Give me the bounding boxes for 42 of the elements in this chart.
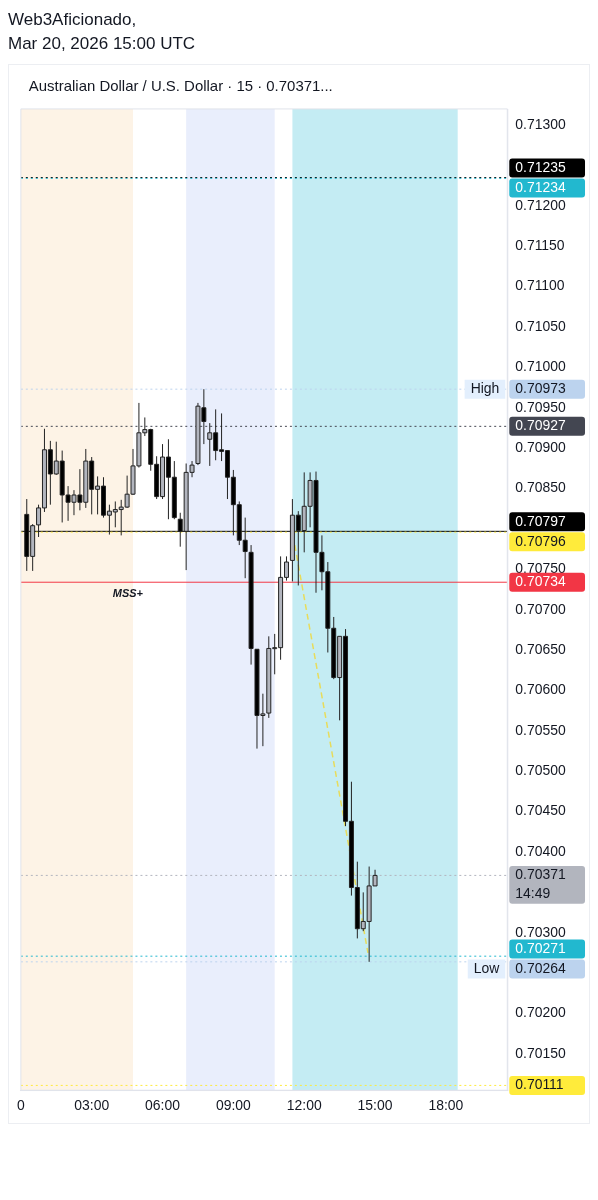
y-tick-label: 0.70950 <box>515 398 566 415</box>
y-tick-label: 0.70550 <box>515 721 566 738</box>
chart-title: Australian Dollar / U.S. Dollar · 15 · 0.70371... <box>28 77 333 95</box>
ref-line-label: 0.70264 <box>515 959 566 976</box>
ref-line-label: 0.71234 <box>515 178 566 195</box>
ref-line-label: 0.70271 <box>515 939 566 956</box>
annotation: High <box>470 380 500 397</box>
y-tick-label: 0.70400 <box>515 842 566 859</box>
y-tick-label: 0.70150 <box>515 1044 566 1061</box>
ref-line-label: 0.70111 <box>515 1076 564 1093</box>
y-tick-label: 0.70450 <box>515 802 566 819</box>
y-tick-label: 0.70200 <box>515 1004 566 1021</box>
annotation: Low <box>473 959 501 976</box>
y-tick-label: 0.71300 <box>515 115 566 132</box>
x-tick-label: 18:00 <box>428 1097 464 1114</box>
x-tick-label: 06:00 <box>145 1097 181 1114</box>
x-tick-label: 09:00 <box>215 1097 252 1114</box>
y-tick-label: 0.70700 <box>515 600 566 617</box>
y-tick-label: 0.70650 <box>515 640 566 657</box>
y-tick-label: 0.71150 <box>515 237 565 254</box>
y-tick-label: 0.70600 <box>515 681 566 698</box>
ref-line-label: 0.70371 14:49 <box>515 866 566 902</box>
x-tick-label: 0 <box>16 1097 25 1114</box>
ref-line-label: 0.70973 <box>515 380 566 397</box>
y-tick-label: 0.70500 <box>515 762 566 779</box>
y-tick-label: 0.71050 <box>515 317 566 334</box>
text: Mar 20, 2026 15:00 UTC <box>8 33 197 55</box>
ref-line-label: 0.71235 <box>515 158 566 175</box>
y-tick-label: 0.71200 <box>515 196 566 213</box>
y-tick-label: 0.71100 <box>515 277 565 294</box>
x-tick-label: 12:00 <box>286 1097 322 1114</box>
x-tick-label: 03:00 <box>74 1097 110 1114</box>
y-tick-label: 0.71000 <box>515 358 566 375</box>
ref-line-label: 0.70796 <box>515 532 566 549</box>
x-tick-label: 15:00 <box>357 1097 393 1114</box>
y-tick-label: 0.70850 <box>515 479 566 496</box>
annotation: MSS+ <box>112 587 144 600</box>
y-tick-label: 0.70900 <box>515 438 566 455</box>
text: Web3Aficionado, <box>8 9 138 31</box>
ref-line-label: 0.70927 <box>515 417 566 434</box>
ref-line-label: 0.70797 <box>515 512 566 529</box>
y-tick-label: 0.70300 <box>515 923 566 940</box>
